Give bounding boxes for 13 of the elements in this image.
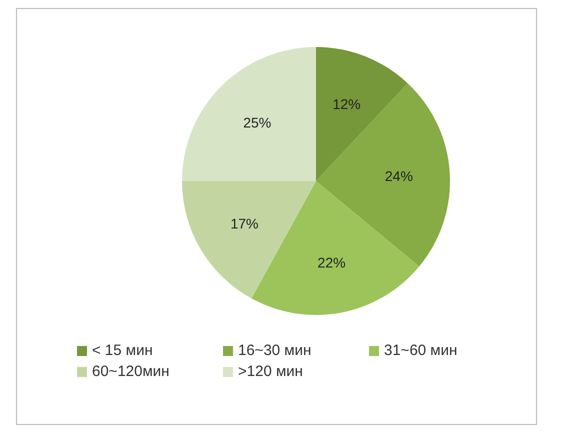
data-label: 24% <box>384 168 413 184</box>
pie-slice <box>182 47 316 181</box>
legend-label: 31~60 мин <box>384 342 458 359</box>
legend-label: 16~30 мин <box>238 342 312 359</box>
data-label: 12% <box>332 96 361 112</box>
data-label: 25% <box>243 114 272 130</box>
pie-slice <box>182 181 316 298</box>
legend-label: < 15 мин <box>92 342 153 359</box>
data-label: 22% <box>318 254 346 271</box>
pie-slice <box>316 83 450 266</box>
data-label: 17% <box>230 215 259 232</box>
legend-label: >120 мин <box>238 363 303 380</box>
legend-label: 60~120мин <box>92 363 170 380</box>
